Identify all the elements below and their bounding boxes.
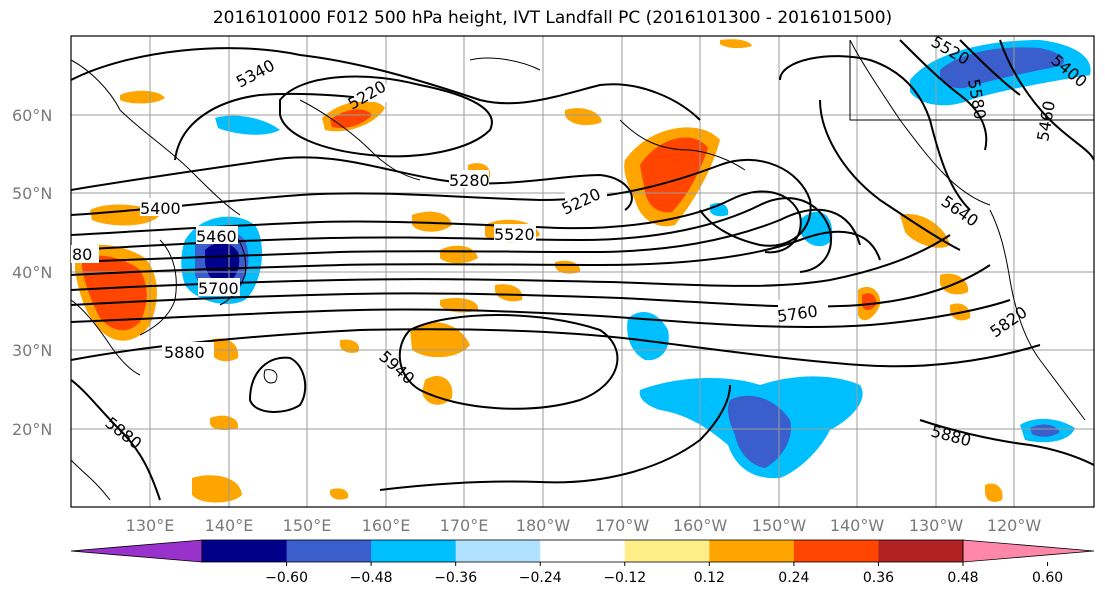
- contour-label: 5880: [164, 343, 205, 362]
- colorbar-tick-label: 0.24: [778, 570, 809, 586]
- lon-label: 120°W: [987, 516, 1042, 535]
- lon-label: 180°W: [516, 516, 571, 535]
- lon-label: 160°E: [362, 516, 411, 535]
- latitude-labels: 60°N 50°N 40°N 30°N 20°N: [12, 106, 52, 439]
- colorbar-tick-label: −0.36: [434, 570, 477, 586]
- colorbar: −0.60 −0.48 −0.36 −0.24 −0.12 0.12 0.24 0.36 0.4…: [70, 539, 1095, 586]
- lat-label: 40°N: [12, 263, 52, 282]
- colorbar-segment: [371, 540, 457, 562]
- colorbar-tick-label: −0.12: [603, 570, 646, 586]
- colorbar-tick-label: 0.60: [1032, 570, 1063, 586]
- lon-label: 170°E: [440, 516, 489, 535]
- colorbar-segment: [540, 540, 626, 562]
- colorbar-segment: [286, 540, 372, 562]
- lon-label: 130°W: [909, 516, 964, 535]
- lat-label: 50°N: [12, 184, 52, 203]
- lon-label: 170°W: [595, 516, 650, 535]
- contour-label: 80: [72, 245, 92, 264]
- colorbar-tick-label: 0.48: [947, 570, 978, 586]
- colorbar-tick-label: −0.24: [519, 570, 562, 586]
- contour-label: 5520: [494, 225, 535, 244]
- contour-label: 5460: [196, 227, 237, 246]
- colorbar-extension-left: [70, 539, 203, 563]
- lat-label: 20°N: [12, 420, 52, 439]
- colorbar-tick-label: 0.12: [694, 570, 725, 586]
- contour-label: 5700: [198, 279, 239, 298]
- height-contours: [71, 39, 1094, 501]
- colorbar-outline: [201, 539, 964, 563]
- lon-label: 140°E: [205, 516, 254, 535]
- lon-label: 160°W: [673, 516, 728, 535]
- contour-label: 5400: [140, 199, 181, 218]
- lon-label: 130°E: [126, 516, 175, 535]
- colorbar-tick-label: 0.36: [863, 570, 894, 586]
- lat-label: 30°N: [12, 341, 52, 360]
- colorbar-segment: [878, 540, 964, 562]
- colorbar-segment: [624, 540, 710, 562]
- lat-label: 60°N: [12, 106, 52, 125]
- colorbar-segment: [202, 540, 288, 562]
- colorbar-extension-right: [962, 539, 1095, 563]
- map-frame: [70, 35, 1095, 508]
- colorbar-segment: [793, 540, 879, 562]
- colorbar-segment: [709, 540, 795, 562]
- map-title: 2016101000 F012 500 hPa height, IVT Land…: [212, 8, 893, 28]
- lon-label: 150°W: [752, 516, 807, 535]
- longitude-labels: 130°E 140°E 150°E 160°E 170°E 180°W 170°…: [126, 516, 1042, 535]
- lon-label: 150°E: [283, 516, 332, 535]
- colorbar-tick-label: −0.48: [350, 570, 393, 586]
- contour-label: 5280: [449, 171, 490, 190]
- colorbar-segment: [455, 540, 541, 562]
- lon-label: 140°W: [830, 516, 885, 535]
- colorbar-tick-label: −0.60: [265, 570, 308, 586]
